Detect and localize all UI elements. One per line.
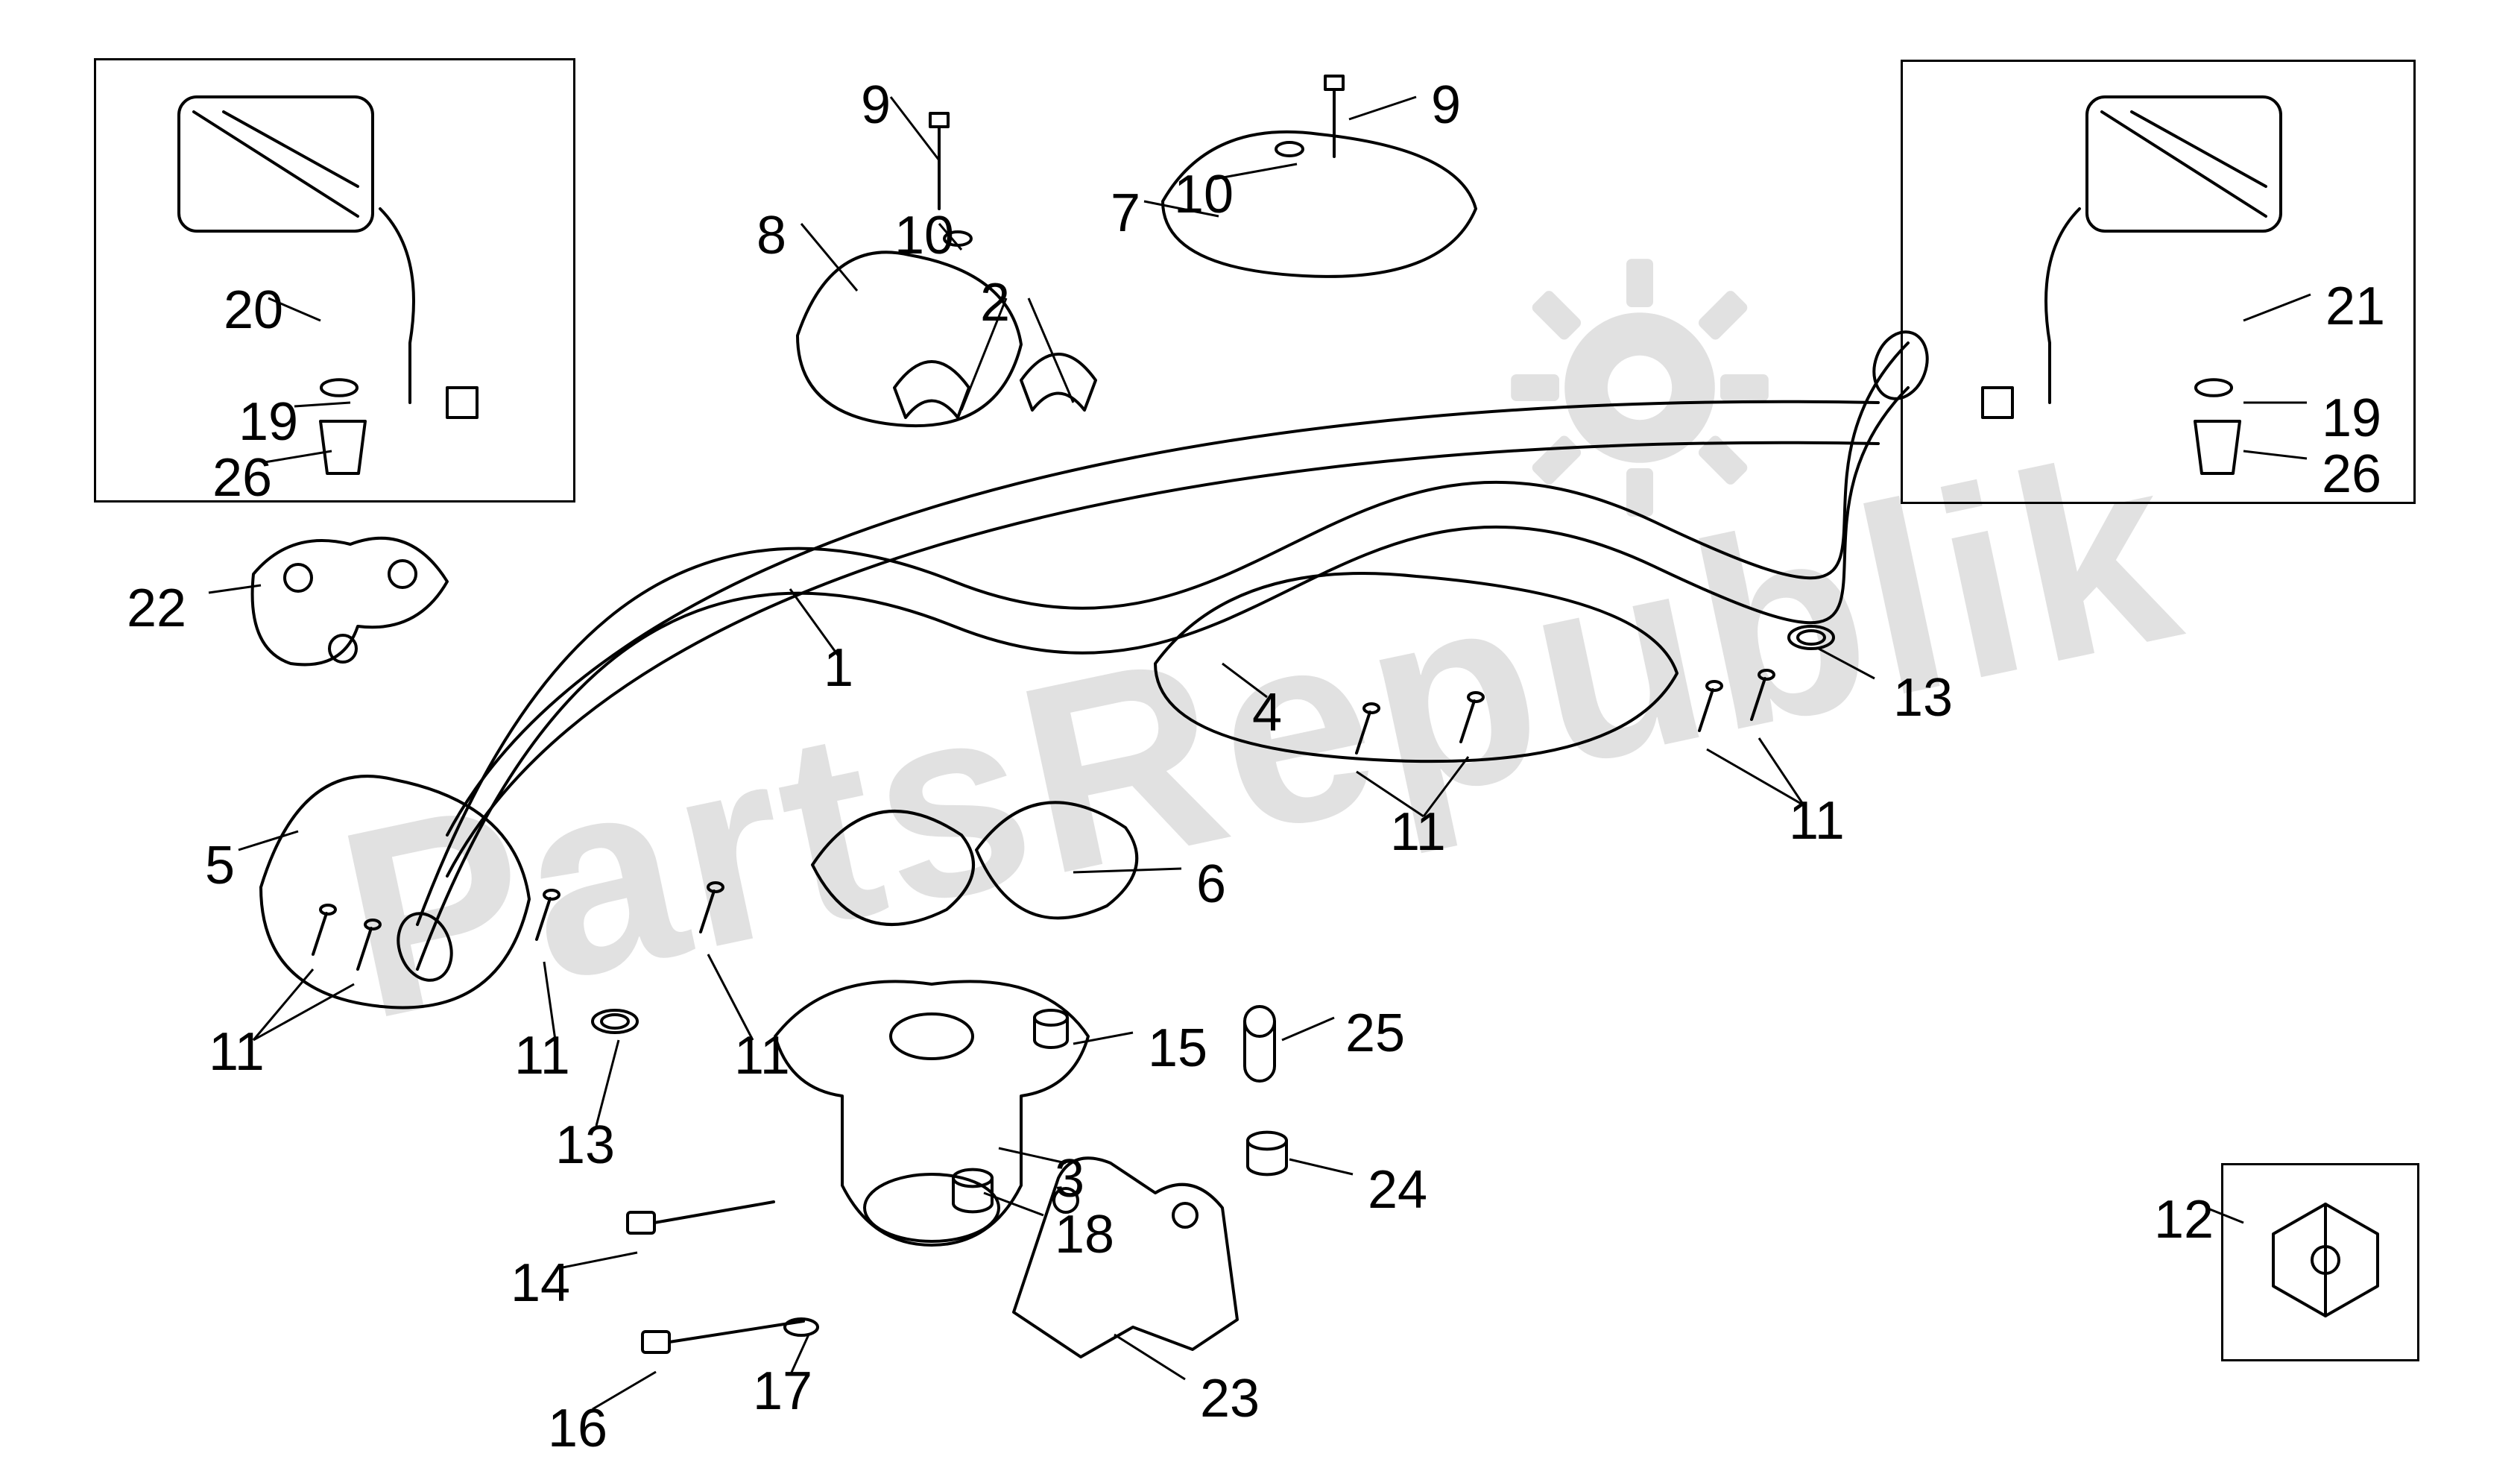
callout-22: 22 [127,578,186,639]
mirror-left-box [94,58,575,503]
callout-6: 6 [1196,854,1226,915]
callout-11: 11 [1789,790,1845,851]
callout-11: 11 [209,1021,265,1083]
callout-5: 5 [205,835,235,896]
callout-13: 13 [1893,667,1953,728]
callout-9: 9 [1431,75,1461,136]
callout-25: 25 [1345,1003,1405,1064]
callout-15: 15 [1148,1018,1207,1079]
callout-11: 11 [734,1025,790,1086]
clip-box [2221,1163,2419,1361]
callout-18: 18 [1055,1204,1114,1265]
callout-7: 7 [1111,183,1140,244]
watermark-gear-icon [1506,253,1774,522]
callout-12: 12 [2154,1189,2214,1250]
callout-9: 9 [861,75,891,136]
callout-24: 24 [1368,1159,1427,1220]
callout-8: 8 [757,205,786,266]
callout-3: 3 [1055,1148,1084,1209]
callout-4: 4 [1252,682,1282,743]
callout-2: 2 [980,272,1010,333]
callout-16: 16 [548,1398,607,1459]
callout-1: 1 [824,637,853,699]
callout-10: 10 [1174,164,1234,225]
callout-23: 23 [1200,1368,1260,1429]
callout-17: 17 [753,1361,812,1422]
diagram-stage: PartsRepublik 99101087220211919262622141… [0,0,2520,1471]
callout-13: 13 [555,1115,615,1176]
callout-14: 14 [511,1253,570,1314]
callout-11: 11 [1390,801,1446,863]
callout-11: 11 [514,1025,570,1086]
callout-10: 10 [894,205,954,266]
mirror-right-box [1901,60,2416,504]
